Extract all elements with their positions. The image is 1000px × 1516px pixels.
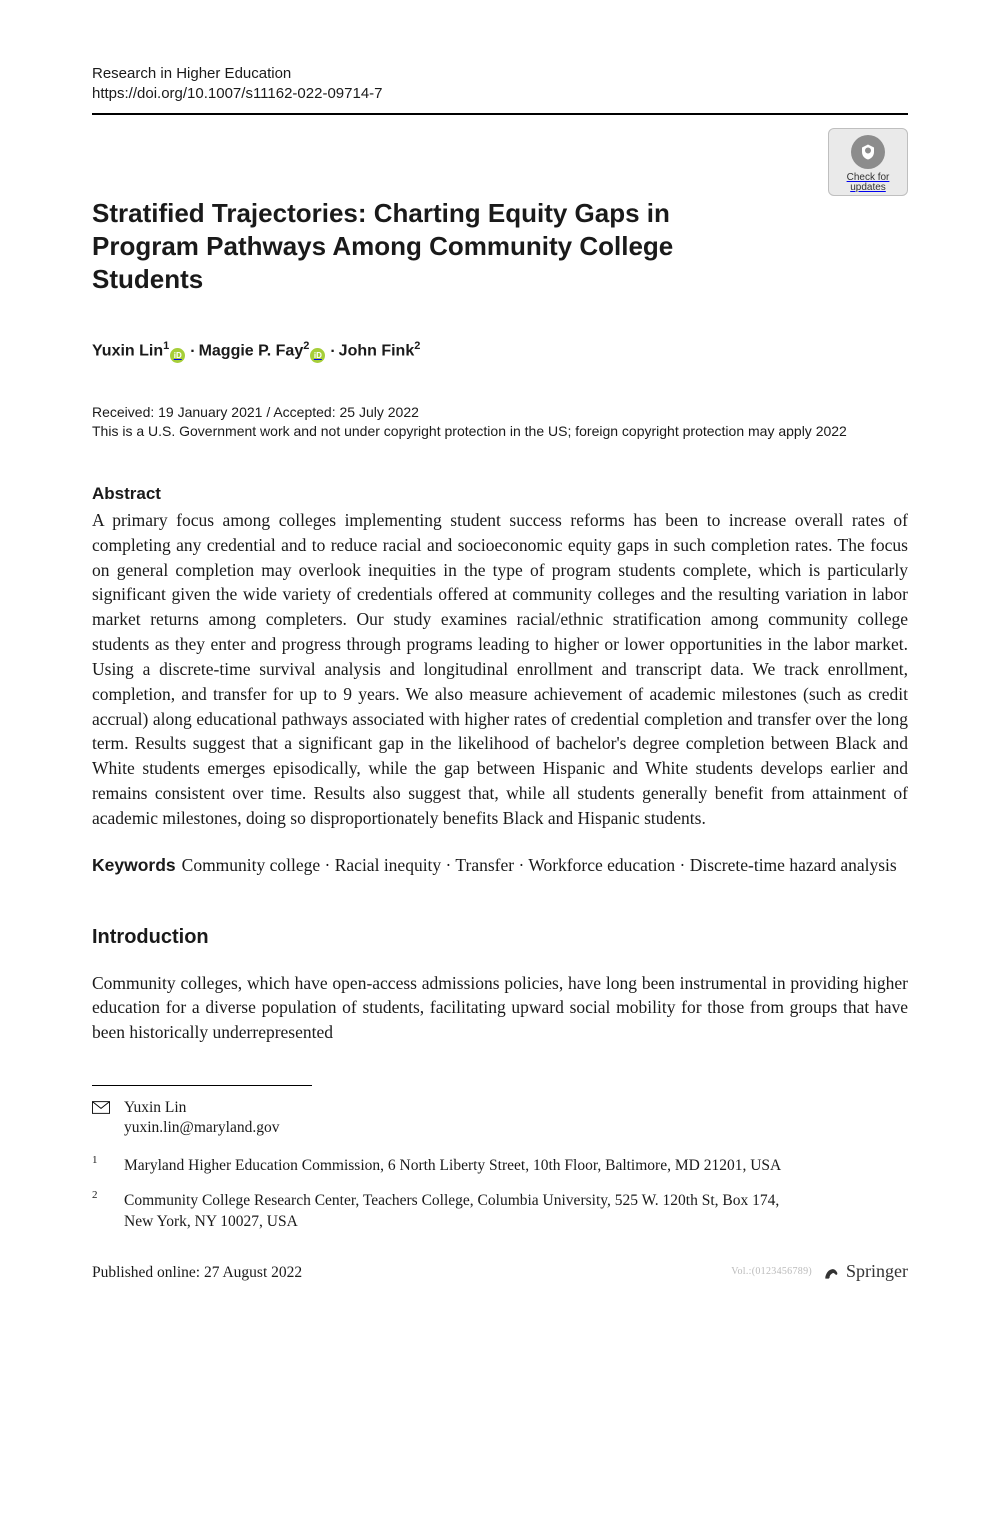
publisher-name: Springer [846,1261,908,1282]
affiliation-2-num: 2 [92,1191,110,1233]
author-3-aff: 2 [414,340,420,352]
corresponding-name: Yuxin Lin [124,1099,186,1116]
keywords-block: Keywords Community college · Racial inequ… [92,853,908,878]
springer-horse-icon [822,1262,842,1282]
copyright-line: This is a U.S. Government work and not u… [92,422,908,442]
affiliation-1-text: Maryland Higher Education Commission, 6 … [124,1156,781,1177]
check-updates-badge[interactable]: Check for updates [828,128,908,196]
article-title: Stratified Trajectories: Charting Equity… [92,197,722,297]
journal-name: Research in Higher Education [92,64,908,84]
intro-heading: Introduction [92,926,908,949]
header-rule [92,113,908,115]
check-updates-icon [851,135,885,169]
keywords-text: Community college · Racial inequity · Tr… [182,855,897,875]
intro-paragraph: Community colleges, which have open-acce… [92,971,908,1046]
doi-link[interactable]: https://doi.org/10.1007/s11162-022-09714… [92,85,383,102]
published-online: Published online: 27 August 2022 [92,1264,302,1282]
author-sep: · [190,343,195,360]
orcid-icon[interactable] [310,348,325,363]
abstract-text: A primary focus among colleges implement… [92,508,908,831]
abstract-heading: Abstract [92,484,908,504]
affiliation-1: 1 Maryland Higher Education Commission, … [92,1156,908,1177]
author-1-aff: 1 [163,340,169,352]
footnote-rule [92,1085,312,1086]
badge-line2: updates [850,183,886,194]
keywords-label: Keywords [92,855,176,875]
corresponding-email: yuxin.lin@maryland.gov [124,1119,279,1136]
dates-block: Received: 19 January 2021 / Accepted: 25… [92,403,908,442]
author-2: Maggie P. Fay [199,343,304,360]
corresponding-details: Yuxin Lin yuxin.lin@maryland.gov [124,1098,279,1138]
author-3: John Fink [339,343,415,360]
publisher-brand: Vol.:(0123456789) Springer [731,1261,908,1282]
affiliation-2-text: Community College Research Center, Teach… [124,1191,784,1233]
author-2-aff: 2 [303,340,309,352]
author-1: Yuxin Lin [92,343,163,360]
author-list: Yuxin Lin1·Maggie P. Fay2·John Fink2 [92,340,908,362]
page-footer: Published online: 27 August 2022 Vol.:(0… [92,1261,908,1282]
journal-header: Research in Higher Education https://doi… [92,64,908,105]
corresponding-author: Yuxin Lin yuxin.lin@maryland.gov [92,1098,908,1138]
envelope-icon [92,1100,110,1138]
affiliation-1-num: 1 [92,1156,110,1177]
author-sep: · [330,343,335,360]
article-page: Research in Higher Education https://doi… [0,0,1000,1332]
affiliation-2: 2 Community College Research Center, Tea… [92,1191,908,1233]
received-accepted: Received: 19 January 2021 / Accepted: 25… [92,403,908,423]
vol-marker: Vol.:(0123456789) [731,1266,812,1277]
orcid-icon[interactable] [170,348,185,363]
